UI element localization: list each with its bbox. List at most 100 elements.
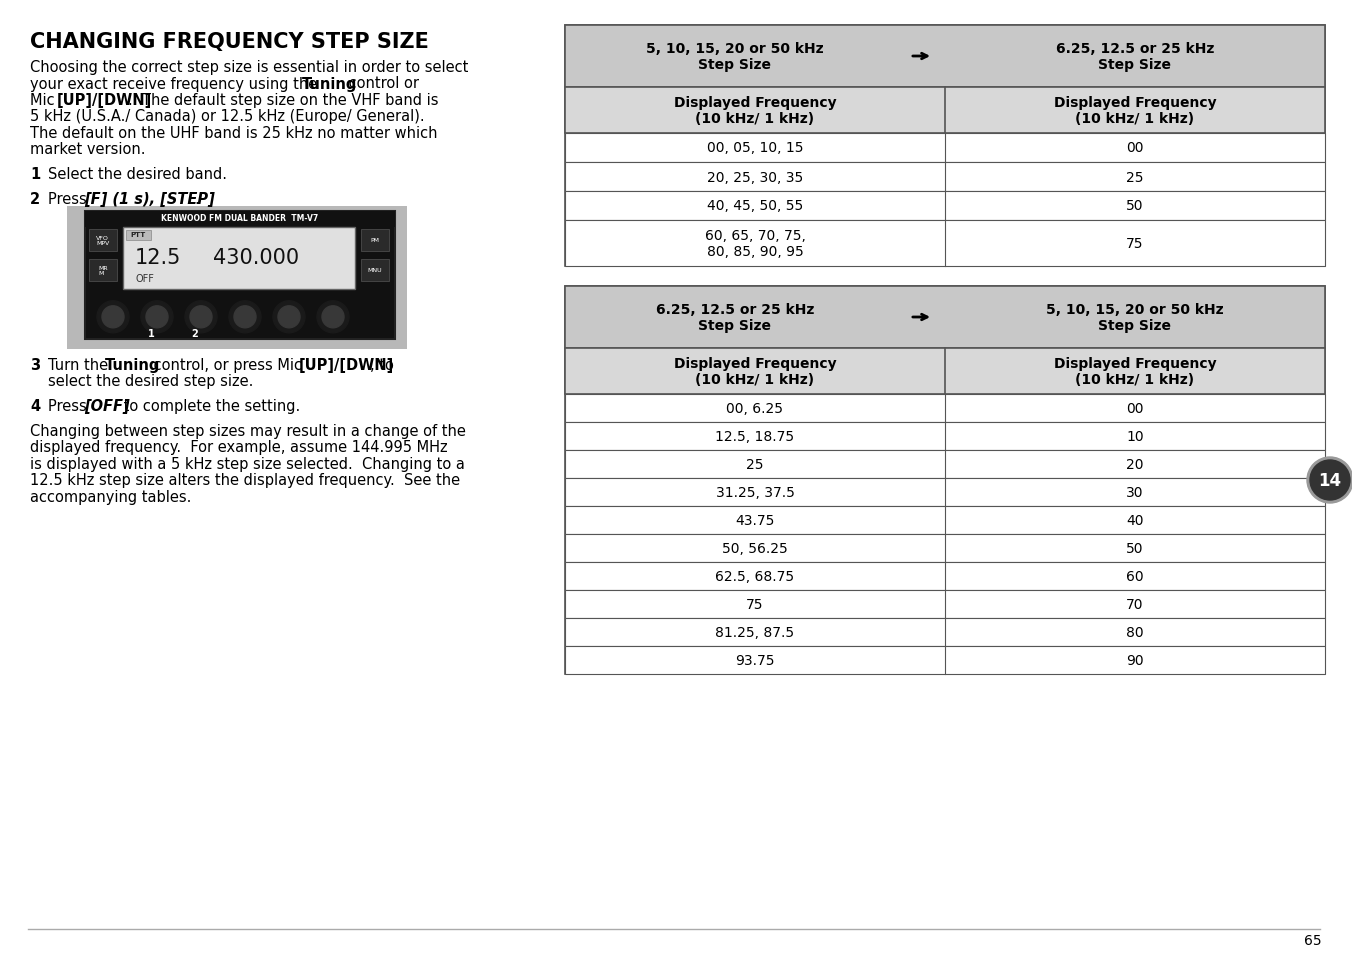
- Text: 43.75: 43.75: [735, 514, 775, 527]
- Text: 90: 90: [1126, 654, 1144, 667]
- Bar: [565, 535, 1325, 562]
- Circle shape: [185, 301, 218, 334]
- Circle shape: [322, 307, 343, 329]
- Circle shape: [146, 307, 168, 329]
- Circle shape: [316, 301, 349, 334]
- Bar: [89, 230, 118, 252]
- Bar: [565, 26, 1325, 267]
- Text: [OFF]: [OFF]: [84, 398, 130, 414]
- Circle shape: [234, 307, 256, 329]
- Bar: [565, 88, 1325, 133]
- Text: is displayed with a 5 kHz step size selected.  Changing to a: is displayed with a 5 kHz step size sele…: [30, 456, 465, 472]
- Text: 80: 80: [1126, 625, 1144, 639]
- Bar: [89, 259, 118, 281]
- Bar: [565, 395, 1325, 422]
- Circle shape: [141, 301, 173, 334]
- Text: 1: 1: [30, 167, 41, 182]
- Text: 25: 25: [746, 457, 764, 472]
- Bar: [565, 562, 1325, 590]
- Text: 30: 30: [1126, 485, 1144, 499]
- Text: Select the desired band.: Select the desired band.: [49, 167, 227, 182]
- Bar: [565, 192, 1325, 221]
- Text: 75: 75: [1126, 236, 1144, 251]
- Text: 60, 65, 70, 75,
80, 85, 90, 95: 60, 65, 70, 75, 80, 85, 90, 95: [704, 229, 806, 259]
- Text: control or: control or: [343, 76, 419, 91]
- Text: The default on the UHF band is 25 kHz no matter which: The default on the UHF band is 25 kHz no…: [30, 126, 438, 141]
- Bar: [126, 231, 151, 240]
- Text: VFO
MPV: VFO MPV: [96, 235, 110, 246]
- Text: .: .: [193, 192, 199, 207]
- Text: [F] (1 s), [STEP]: [F] (1 s), [STEP]: [84, 192, 215, 207]
- Text: Mic: Mic: [30, 92, 59, 108]
- Text: 00, 05, 10, 15: 00, 05, 10, 15: [707, 141, 803, 155]
- Text: 10: 10: [1126, 430, 1144, 443]
- Text: Displayed Frequency
(10 kHz/ 1 kHz): Displayed Frequency (10 kHz/ 1 kHz): [673, 356, 837, 387]
- Text: 6.25, 12.5 or 25 kHz
Step Size: 6.25, 12.5 or 25 kHz Step Size: [656, 303, 814, 333]
- Text: Press: Press: [49, 398, 92, 414]
- Text: 12.5: 12.5: [135, 248, 181, 268]
- Text: MR
M: MR M: [99, 265, 108, 275]
- Text: OFF: OFF: [135, 274, 154, 283]
- Text: 00: 00: [1126, 401, 1144, 416]
- Text: CHANGING FREQUENCY STEP SIZE: CHANGING FREQUENCY STEP SIZE: [30, 32, 429, 52]
- Bar: [565, 287, 1325, 675]
- Text: 31.25, 37.5: 31.25, 37.5: [715, 485, 795, 499]
- Bar: [565, 422, 1325, 451]
- Text: Turn the: Turn the: [49, 357, 112, 373]
- Text: 75: 75: [746, 598, 764, 612]
- Text: displayed frequency.  For example, assume 144.995 MHz: displayed frequency. For example, assume…: [30, 440, 448, 455]
- Text: 62.5, 68.75: 62.5, 68.75: [715, 569, 795, 583]
- Text: 25: 25: [1126, 171, 1144, 184]
- Text: 5, 10, 15, 20 or 50 kHz
Step Size: 5, 10, 15, 20 or 50 kHz Step Size: [646, 42, 823, 72]
- Text: Tuning: Tuning: [105, 357, 161, 373]
- Text: 40: 40: [1126, 514, 1144, 527]
- Bar: [565, 133, 1325, 163]
- Bar: [565, 590, 1325, 618]
- Bar: [565, 349, 1325, 395]
- Text: Displayed Frequency
(10 kHz/ 1 kHz): Displayed Frequency (10 kHz/ 1 kHz): [1053, 356, 1217, 387]
- Circle shape: [191, 307, 212, 329]
- Text: 20: 20: [1126, 457, 1144, 472]
- Text: [UP]/[DWN]: [UP]/[DWN]: [299, 357, 395, 373]
- Text: 00, 6.25: 00, 6.25: [726, 401, 784, 416]
- Bar: [85, 212, 395, 339]
- Text: 5 kHz (U.S.A./ Canada) or 12.5 kHz (Europe/ General).: 5 kHz (U.S.A./ Canada) or 12.5 kHz (Euro…: [30, 110, 425, 125]
- Circle shape: [228, 301, 261, 334]
- Circle shape: [101, 307, 124, 329]
- Text: 6.25, 12.5 or 25 kHz
Step Size: 6.25, 12.5 or 25 kHz Step Size: [1056, 42, 1214, 72]
- Text: accompanying tables.: accompanying tables.: [30, 489, 192, 504]
- Text: 50: 50: [1126, 541, 1144, 556]
- Bar: [85, 212, 395, 228]
- Text: 20, 25, 30, 35: 20, 25, 30, 35: [707, 171, 803, 184]
- Text: 5, 10, 15, 20 or 50 kHz
Step Size: 5, 10, 15, 20 or 50 kHz Step Size: [1046, 303, 1224, 333]
- Text: 70: 70: [1126, 598, 1144, 612]
- Text: market version.: market version.: [30, 142, 146, 157]
- Text: Choosing the correct step size is essential in order to select: Choosing the correct step size is essent…: [30, 60, 468, 75]
- Text: 65: 65: [1305, 933, 1322, 947]
- Circle shape: [273, 301, 306, 334]
- Text: 93.75: 93.75: [735, 654, 775, 667]
- Text: 2: 2: [192, 329, 199, 338]
- Text: your exact receive frequency using the: your exact receive frequency using the: [30, 76, 322, 91]
- Bar: [565, 506, 1325, 535]
- Text: 12.5, 18.75: 12.5, 18.75: [715, 430, 795, 443]
- Text: MNU: MNU: [368, 268, 383, 273]
- Text: select the desired step size.: select the desired step size.: [49, 374, 253, 389]
- Bar: [565, 646, 1325, 675]
- Circle shape: [1310, 460, 1351, 500]
- Text: 50: 50: [1126, 199, 1144, 213]
- Text: 00: 00: [1126, 141, 1144, 155]
- Text: 1: 1: [147, 329, 154, 338]
- Text: PTT: PTT: [130, 232, 146, 237]
- Bar: [565, 26, 1325, 88]
- Bar: [565, 451, 1325, 478]
- Text: , to: , to: [370, 357, 393, 373]
- Text: 81.25, 87.5: 81.25, 87.5: [715, 625, 795, 639]
- Text: 60: 60: [1126, 569, 1144, 583]
- Bar: [565, 618, 1325, 646]
- Bar: [361, 230, 389, 252]
- Text: PM: PM: [370, 238, 380, 243]
- Bar: [123, 228, 356, 290]
- Text: 3: 3: [30, 357, 41, 373]
- Bar: [565, 478, 1325, 506]
